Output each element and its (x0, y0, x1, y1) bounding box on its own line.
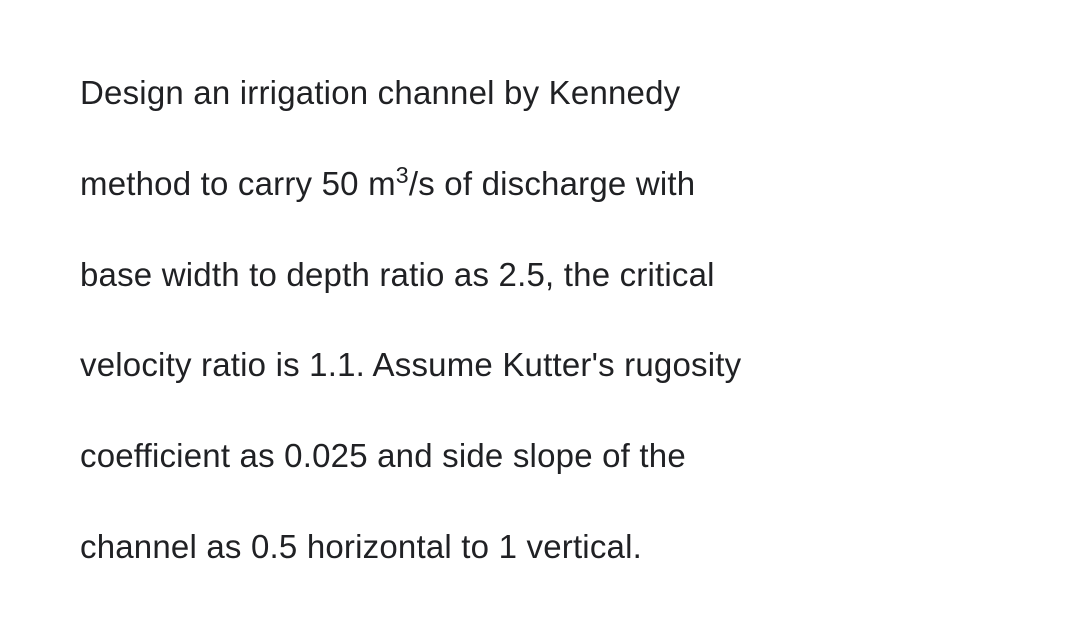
text-line-3: base width to depth ratio as 2.5, the cr… (80, 256, 715, 293)
problem-statement: Design an irrigation channel by Kennedy … (80, 48, 741, 593)
superscript-3: 3 (396, 162, 409, 188)
text-line-4: velocity ratio is 1.1. Assume Kutter's r… (80, 346, 741, 383)
text-line-5: coefficient as 0.025 and side slope of t… (80, 437, 686, 474)
text-line-2-post: /s of discharge with (409, 165, 695, 202)
text-line-6: channel as 0.5 horizontal to 1 vertical. (80, 528, 642, 565)
text-line-2-pre: method to carry 50 m (80, 165, 396, 202)
text-line-1: Design an irrigation channel by Kennedy (80, 74, 680, 111)
